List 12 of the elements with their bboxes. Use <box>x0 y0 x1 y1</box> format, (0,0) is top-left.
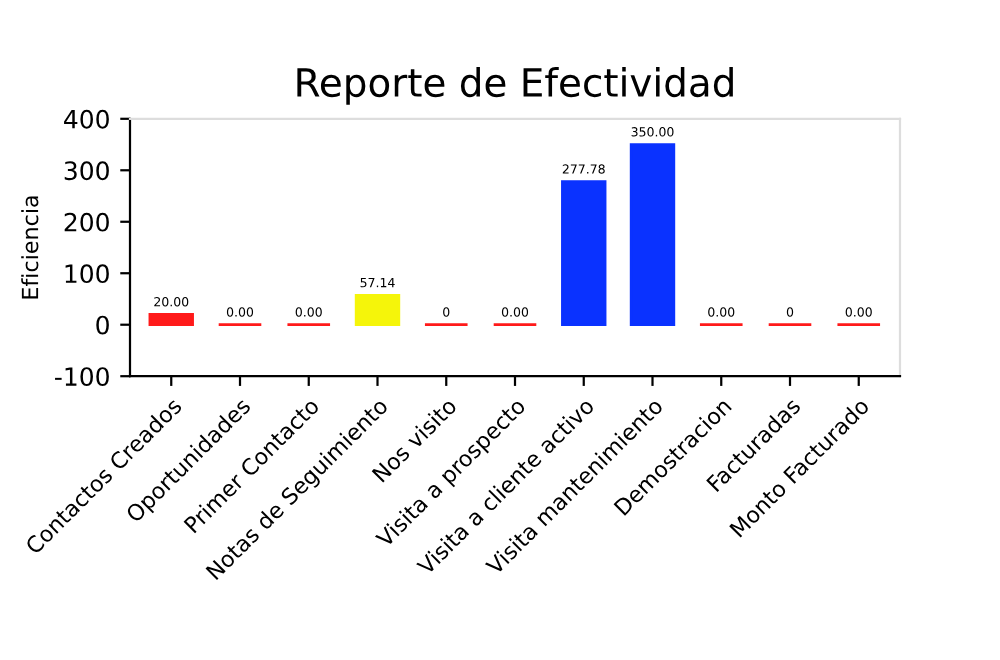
bar <box>629 143 676 327</box>
y-axis-title: Eficiencia <box>21 196 39 299</box>
y-tick-label: 100 <box>65 264 109 284</box>
bar <box>561 180 607 327</box>
chart-title: Reporte de Efectividad <box>297 67 733 105</box>
bar <box>148 313 194 327</box>
y-tick-label: 400 <box>64 109 109 129</box>
y-tick-label: -100 <box>55 367 109 387</box>
y-tick-label: 0 <box>96 315 109 335</box>
y-tick-label: 200 <box>64 212 109 232</box>
y-tick-label: 300 <box>64 161 109 181</box>
bar <box>354 293 401 327</box>
